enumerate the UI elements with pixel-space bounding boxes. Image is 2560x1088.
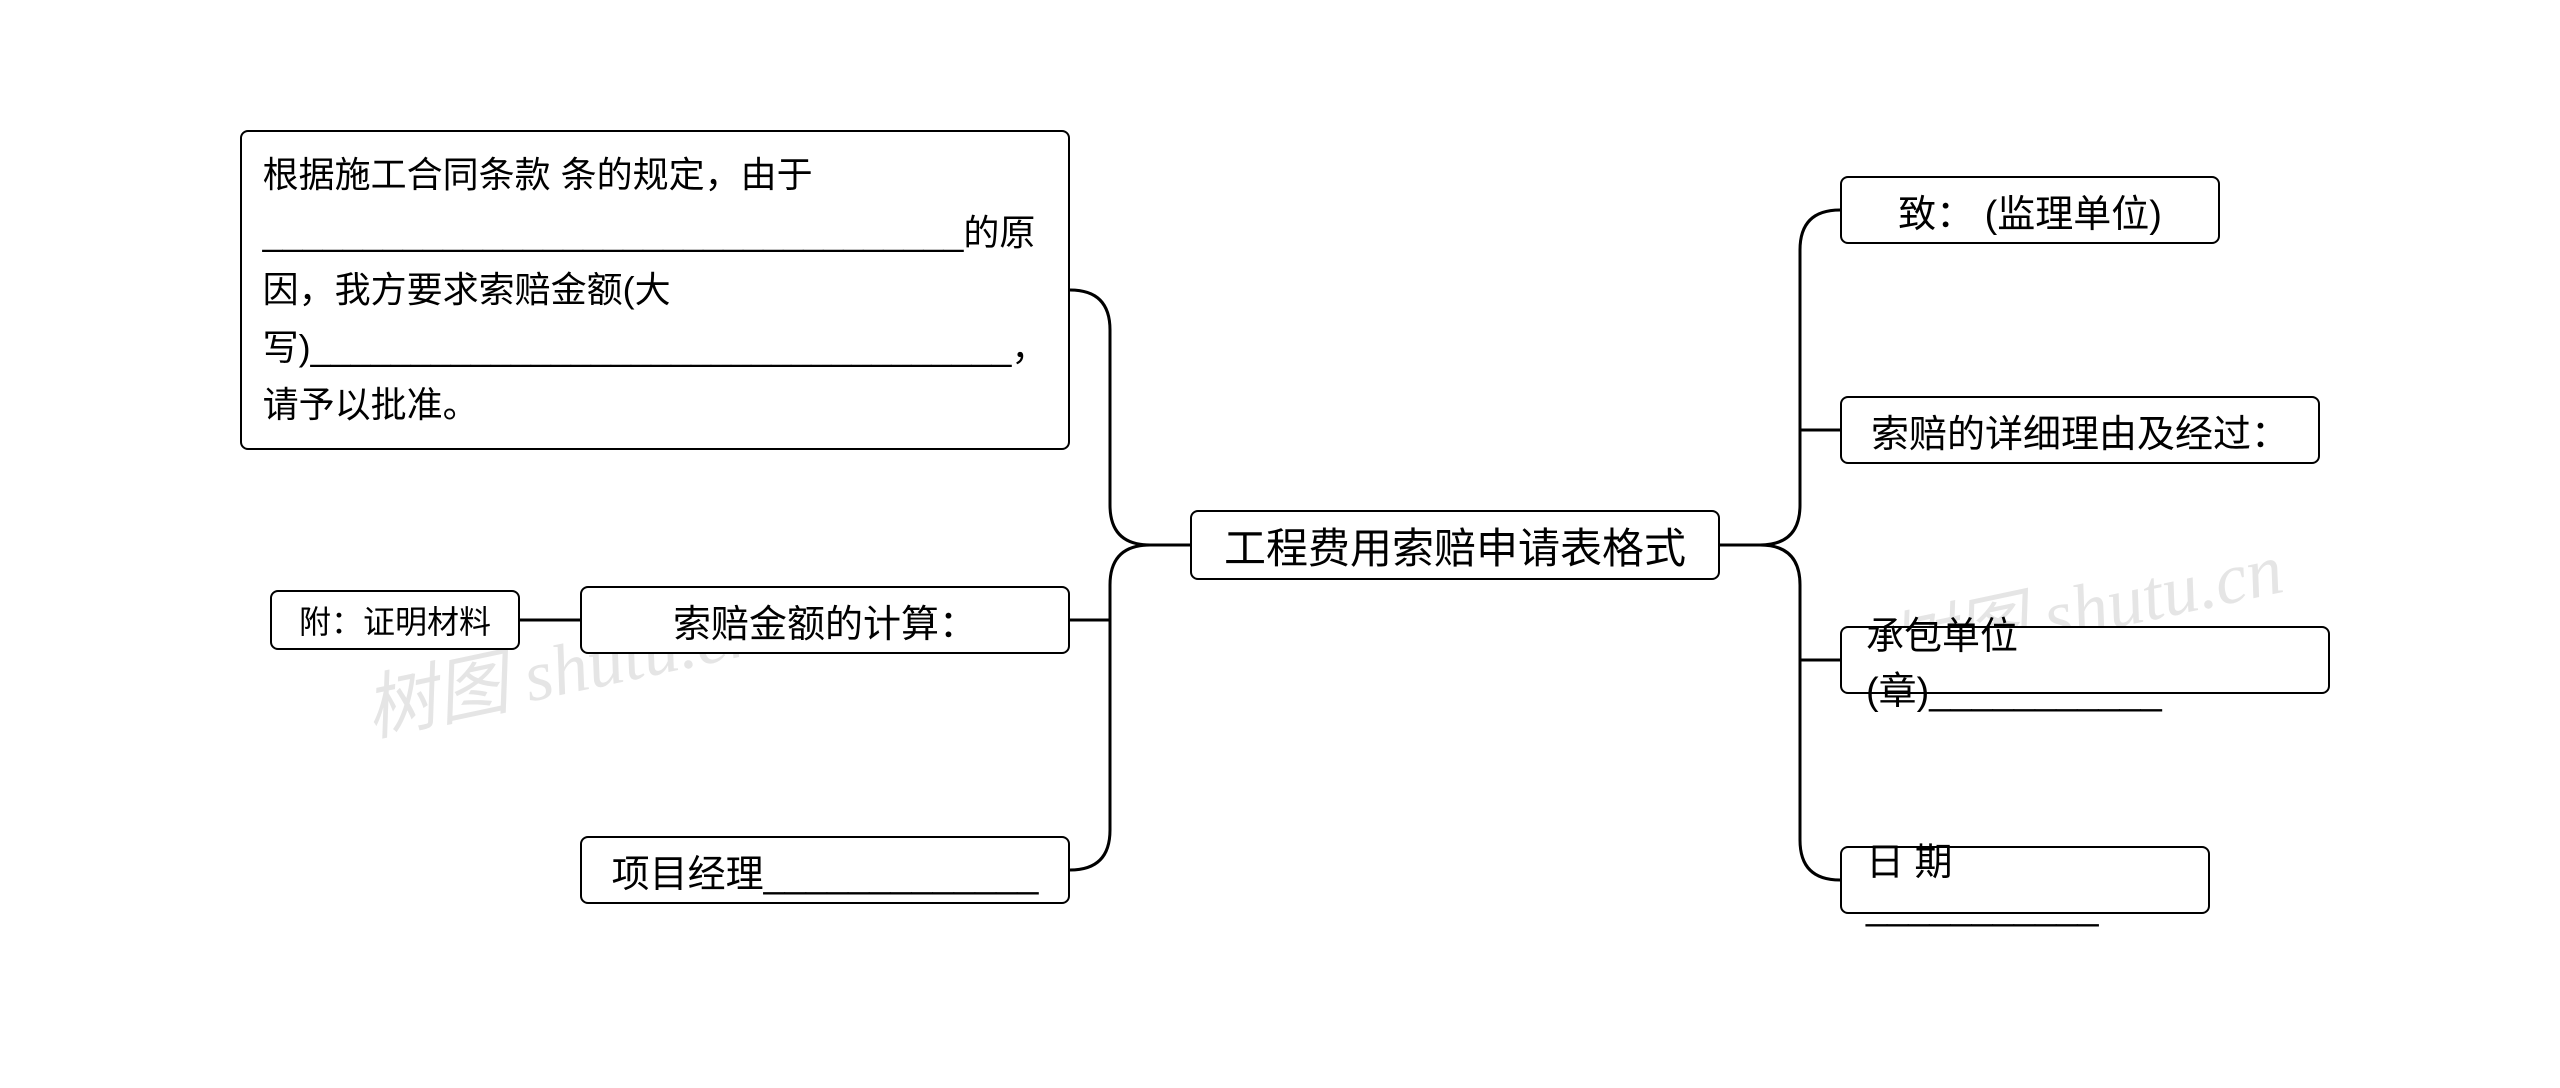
left-node-1: 索赔金额的计算： xyxy=(580,586,1070,654)
right-node-3: 日 期___________ xyxy=(1840,846,2210,914)
left-sub-label: 附：证明材料 xyxy=(299,597,491,643)
left-sub-node: 附：证明材料 xyxy=(270,590,520,650)
right-label-3: 日 期___________ xyxy=(1866,831,2184,929)
center-label: 工程费用索赔申请表格式 xyxy=(1224,515,1686,576)
left-label-0: 根据施工合同条款 条的规定，由于________________________… xyxy=(263,146,1048,434)
right-node-1: 索赔的详细理由及经过： xyxy=(1840,396,2320,464)
right-label-2: 承包单位(章)___________ xyxy=(1866,605,2304,715)
left-label-1: 索赔金额的计算： xyxy=(673,593,977,648)
right-label-0: 致： (监理单位) xyxy=(1898,183,2162,238)
left-node-2: 项目经理_____________ xyxy=(580,836,1070,904)
right-node-0: 致： (监理单位) xyxy=(1840,176,2220,244)
left-node-0: 根据施工合同条款 条的规定，由于________________________… xyxy=(240,130,1070,450)
right-label-1: 索赔的详细理由及经过： xyxy=(1871,403,2289,458)
left-label-2: 项目经理_____________ xyxy=(612,843,1039,898)
center-node: 工程费用索赔申请表格式 xyxy=(1190,510,1720,580)
right-node-2: 承包单位(章)___________ xyxy=(1840,626,2330,694)
